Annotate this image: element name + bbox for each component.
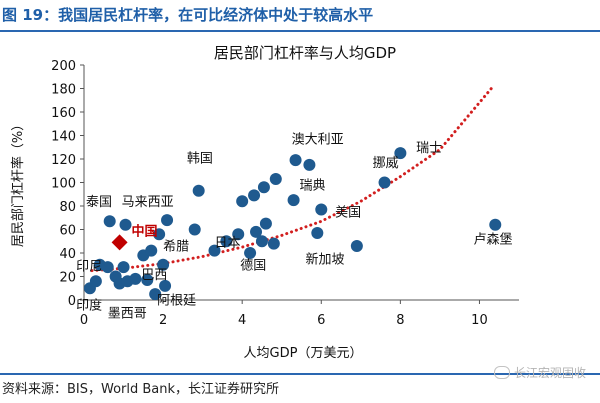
- data-points: [83, 147, 502, 301]
- data-point: [236, 195, 249, 208]
- data-point: [159, 279, 172, 292]
- watermark-text: 长江宏观固收: [513, 366, 586, 380]
- data-point: [101, 261, 114, 274]
- y-tick-label: 160: [51, 106, 76, 121]
- data-point: [489, 218, 502, 231]
- y-tick-label: 20: [59, 271, 76, 286]
- axes: 0 20 40 60 80 100 120 140 160 180 200 0 2 4 6 8 10: [51, 59, 519, 328]
- wechat-icon: [493, 366, 510, 379]
- data-point: [157, 258, 170, 271]
- point-label: 卢森堡: [474, 232, 513, 248]
- data-point: [188, 223, 201, 236]
- figure-caption: 图 19：我国居民杠杆率，在可比经济体中处于较高水平: [2, 6, 374, 24]
- y-tick-label: 180: [51, 83, 76, 98]
- data-point: [303, 158, 316, 171]
- data-point: [149, 288, 162, 301]
- data-point: [259, 217, 272, 230]
- data-point: [232, 228, 245, 241]
- data-point: [378, 176, 391, 189]
- data-point: [244, 247, 257, 259]
- x-tick-label: 2: [159, 313, 167, 328]
- y-tick-label: 0: [68, 294, 76, 309]
- y-tick-label: 140: [51, 130, 76, 145]
- data-point: [145, 244, 158, 257]
- point-label: 阿根廷: [157, 294, 196, 309]
- source-note: 资料来源：BIS，World Bank，长江证券研究所: [2, 382, 280, 397]
- x-tick-label: 8: [396, 313, 404, 328]
- y-tick-label: 60: [59, 224, 76, 239]
- point-label: 美国: [335, 206, 361, 221]
- data-point: [141, 274, 154, 287]
- data-point: [161, 214, 174, 227]
- point-label: 新加坡: [305, 252, 344, 268]
- data-point: [287, 194, 300, 207]
- data-point: [153, 228, 166, 241]
- data-point: [315, 203, 328, 216]
- point-label: 希腊: [163, 240, 189, 255]
- y-tick-label: 100: [51, 177, 76, 192]
- data-point: [89, 275, 102, 288]
- point-label: 瑞士: [416, 141, 442, 156]
- data-point: [267, 237, 280, 250]
- x-tick-label: 0: [80, 313, 88, 328]
- point-label: 挪威: [373, 156, 399, 171]
- x-tick-label: 4: [238, 313, 246, 328]
- china-highlight-point: [111, 234, 128, 251]
- data-point: [248, 189, 261, 202]
- point-label: 澳大利亚: [292, 132, 344, 148]
- data-point: [103, 215, 116, 228]
- point-label: 泰国: [86, 195, 112, 210]
- point-label: 印尼: [76, 260, 102, 275]
- point-label: 瑞典: [300, 179, 326, 194]
- source-rule: [0, 373, 600, 375]
- y-tick-label: 120: [51, 153, 76, 168]
- y-tick-label: 200: [51, 59, 76, 74]
- point-label: 马来西亚: [122, 195, 174, 210]
- point-label: 印度: [76, 297, 102, 313]
- watermark: 长江宏观固收: [493, 364, 586, 381]
- x-tick-label: 6: [317, 313, 325, 328]
- point-label: 德国: [240, 258, 266, 273]
- data-point: [269, 172, 282, 185]
- data-point: [192, 184, 205, 197]
- data-point: [394, 147, 407, 160]
- point-label: 日本: [215, 236, 241, 251]
- data-point: [208, 244, 221, 257]
- data-point: [289, 154, 302, 167]
- y-tick-label: 40: [59, 247, 76, 262]
- data-point: [119, 218, 132, 231]
- chart-title: 居民部门杠杆率与人均GDP: [214, 44, 396, 62]
- data-point: [350, 239, 363, 252]
- data-point: [220, 235, 233, 248]
- scatter-chart: 居民部门杠杆率与人均GDP 02040608010012014016018020…: [10, 44, 519, 361]
- trend-line-path: [90, 87, 493, 273]
- caption-rule: [0, 30, 600, 32]
- data-point: [311, 227, 324, 240]
- data-point: [117, 261, 130, 274]
- data-point: [257, 181, 270, 194]
- y-tick-label: 80: [59, 200, 76, 215]
- data-point: [250, 225, 263, 238]
- point-label: 韩国: [187, 152, 213, 167]
- data-point: [129, 272, 142, 285]
- x-axis-label: 人均GDP（万美元）: [244, 346, 363, 361]
- data-point: [255, 235, 268, 248]
- y-axis-label: 居民部门杠杆率（%）: [10, 118, 26, 247]
- trend-line: [90, 87, 493, 273]
- point-label: 中国: [131, 223, 157, 239]
- point-label: 墨西哥: [108, 307, 147, 322]
- x-tick-label: 10: [471, 313, 488, 328]
- point-label: 巴西: [141, 268, 167, 283]
